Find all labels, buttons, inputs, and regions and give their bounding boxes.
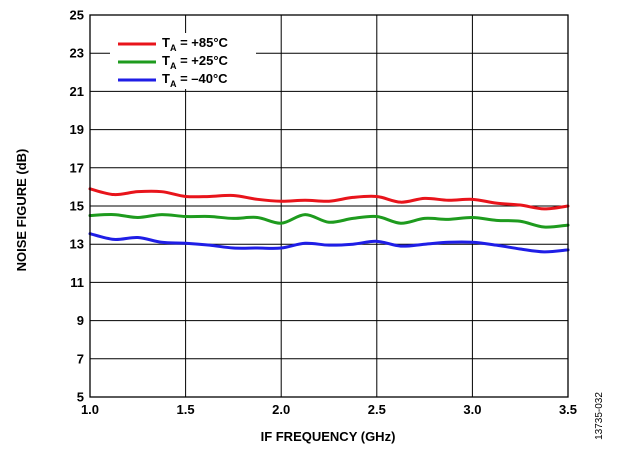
y-tick-label-10: 25 <box>70 8 84 23</box>
y-tick-label-3: 11 <box>70 275 84 290</box>
legend-label-subscript: A <box>170 43 177 53</box>
y-tick-label-5: 15 <box>70 199 84 214</box>
y-tick-label-2: 9 <box>77 313 84 328</box>
legend-label-25c: TA = +25°C <box>162 53 229 71</box>
series-line-85c <box>88 187 570 211</box>
x-tick-label-4: 3.0 <box>463 402 481 417</box>
x-tick-label-1: 1.5 <box>177 402 195 417</box>
y-tick-label-9: 23 <box>70 46 84 61</box>
y-tick-label-1: 7 <box>77 351 84 366</box>
y-tick-label-6: 17 <box>70 160 84 175</box>
x-tick-label-0: 1.0 <box>81 402 99 417</box>
legend-label-subscript: A <box>170 61 177 71</box>
series-line-25c <box>88 213 570 229</box>
x-tick-labels: 1.0 1.5 2.0 2.5 3.0 3.5 <box>81 402 577 417</box>
y-tick-label-8: 21 <box>70 84 84 99</box>
legend-label-minus-40c: TA = –40°C <box>162 71 228 89</box>
legend-label-rest: = +85°C <box>176 35 228 50</box>
legend-label-rest: = –40°C <box>176 71 228 86</box>
series-line-minus-40c <box>88 232 570 254</box>
y-tick-label-0: 5 <box>77 390 84 405</box>
series-layer <box>88 187 570 254</box>
legend-label-rest: = +25°C <box>176 53 228 68</box>
legend-label-main: T <box>162 35 170 50</box>
plot-frame <box>89 14 569 398</box>
legend-label-85c: TA = +85°C <box>162 35 229 53</box>
y-tick-labels: 5 7 9 11 13 15 17 19 21 23 25 <box>70 8 84 405</box>
y-axis-title: NOISE FIGURE (dB) <box>14 149 29 272</box>
y-tick-label-7: 19 <box>70 122 84 137</box>
x-tick-label-5: 3.5 <box>559 402 577 417</box>
legend-label-main: T <box>162 53 170 68</box>
legend: TA = +85°CTA = +25°CTA = –40°C <box>110 33 256 89</box>
y-tick-label-4: 13 <box>70 237 84 252</box>
x-axis-title: IF FREQUENCY (GHz) <box>261 429 396 444</box>
x-tick-label-3: 2.5 <box>368 402 386 417</box>
x-tick-label-2: 2.0 <box>272 402 290 417</box>
legend-label-main: T <box>162 71 170 86</box>
figure-id: 13735-032 <box>594 392 605 440</box>
legend-label-subscript: A <box>170 79 177 89</box>
